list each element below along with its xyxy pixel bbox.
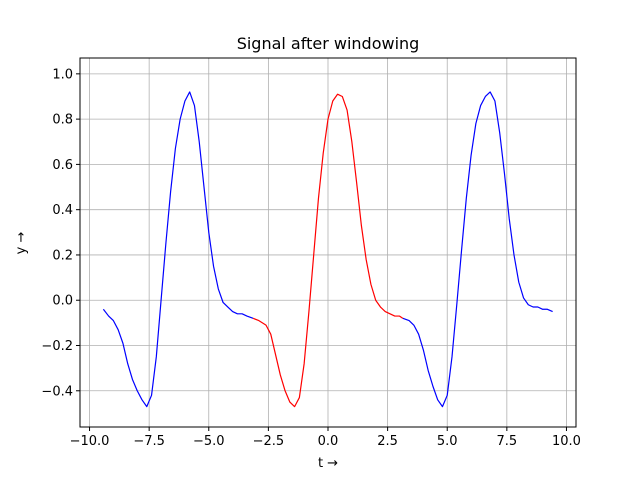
x-axis: −10.0 −7.5 −5.0 −2.5 0.0 2.5 5.0 7.5 10.0 xyxy=(70,427,581,449)
x-axis-label: t → xyxy=(318,456,338,471)
y-tick-label-2: 0.0 xyxy=(52,294,73,309)
y-tick-label-5: 0.6 xyxy=(52,158,73,173)
x-tick-label-0: −10.0 xyxy=(70,434,110,449)
y-tick-label-4: 0.4 xyxy=(52,203,73,218)
y-tick-label-6: 0.8 xyxy=(52,113,73,128)
x-tick-label-2: −5.0 xyxy=(193,434,225,449)
y-tick-label-0: −0.4 xyxy=(41,384,73,399)
x-tick-label-1: −7.5 xyxy=(133,434,165,449)
y-axis-label: y → xyxy=(14,232,29,255)
x-tick-label-7: 7.5 xyxy=(497,434,518,449)
series-line-2 xyxy=(402,91,553,408)
series-layer xyxy=(102,91,553,408)
grid xyxy=(80,58,576,427)
y-axis: −0.4 −0.2 0.0 0.2 0.4 0.6 0.8 1.0 xyxy=(41,67,80,399)
x-tick-label-6: 5.0 xyxy=(437,434,458,449)
y-tick-label-7: 1.0 xyxy=(52,67,73,82)
y-tick-label-3: 0.2 xyxy=(52,248,73,263)
x-tick-label-4: 0.0 xyxy=(318,434,339,449)
series-line-0 xyxy=(102,91,254,408)
x-tick-label-8: 10.0 xyxy=(552,434,581,449)
x-tick-label-5: 2.5 xyxy=(377,434,398,449)
series-line-1 xyxy=(252,93,404,408)
x-tick-label-3: −2.5 xyxy=(253,434,285,449)
chart-title: Signal after windowing xyxy=(237,34,420,53)
y-tick-label-1: −0.2 xyxy=(41,339,73,354)
